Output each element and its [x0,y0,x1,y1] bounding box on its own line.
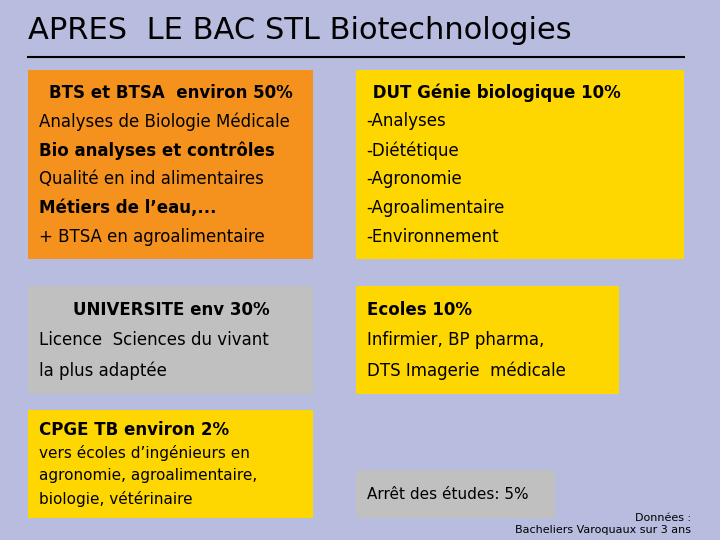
Text: -Environnement: -Environnement [366,228,500,246]
Text: la plus adaptée: la plus adaptée [39,362,167,380]
Text: Analyses de Biologie Médicale: Analyses de Biologie Médicale [39,112,290,131]
Text: Données :
Bacheliers Varoquaux sur 3 ans: Données : Bacheliers Varoquaux sur 3 ans [515,513,690,535]
FancyBboxPatch shape [29,410,313,518]
Text: -Diététique: -Diététique [366,141,459,159]
FancyBboxPatch shape [29,70,313,259]
Text: Ecoles 10%: Ecoles 10% [366,301,472,319]
Text: DTS Imagerie  médicale: DTS Imagerie médicale [366,362,566,380]
Text: UNIVERSITE env 30%: UNIVERSITE env 30% [73,301,269,319]
FancyBboxPatch shape [356,70,683,259]
Text: -Agronomie: -Agronomie [366,170,462,188]
Text: Arrêt des études: 5%: Arrêt des études: 5% [366,487,528,502]
Text: APRES  LE BAC STL Biotechnologies: APRES LE BAC STL Biotechnologies [29,16,572,45]
Text: Bio analyses et contrôles: Bio analyses et contrôles [39,141,275,159]
Text: DUT Génie biologique 10%: DUT Génie biologique 10% [366,84,621,102]
Text: Licence  Sciences du vivant: Licence Sciences du vivant [39,331,269,349]
Text: BTS et BTSA  environ 50%: BTS et BTSA environ 50% [49,84,293,102]
FancyBboxPatch shape [356,286,619,394]
Text: Infirmier, BP pharma,: Infirmier, BP pharma, [366,331,544,349]
Text: agronomie, agroalimentaire,: agronomie, agroalimentaire, [39,468,258,483]
Text: vers écoles d’ingénieurs en: vers écoles d’ingénieurs en [39,445,250,461]
FancyBboxPatch shape [356,470,555,518]
Text: -Analyses: -Analyses [366,112,446,131]
Text: -Agroalimentaire: -Agroalimentaire [366,199,505,217]
Text: biologie, vétérinaire: biologie, vétérinaire [39,491,193,507]
Text: + BTSA en agroalimentaire: + BTSA en agroalimentaire [39,228,265,246]
Text: Métiers de l’eau,...: Métiers de l’eau,... [39,199,217,217]
FancyBboxPatch shape [29,286,313,394]
Text: Qualité en ind alimentaires: Qualité en ind alimentaires [39,170,264,188]
Text: CPGE TB environ 2%: CPGE TB environ 2% [39,421,229,439]
